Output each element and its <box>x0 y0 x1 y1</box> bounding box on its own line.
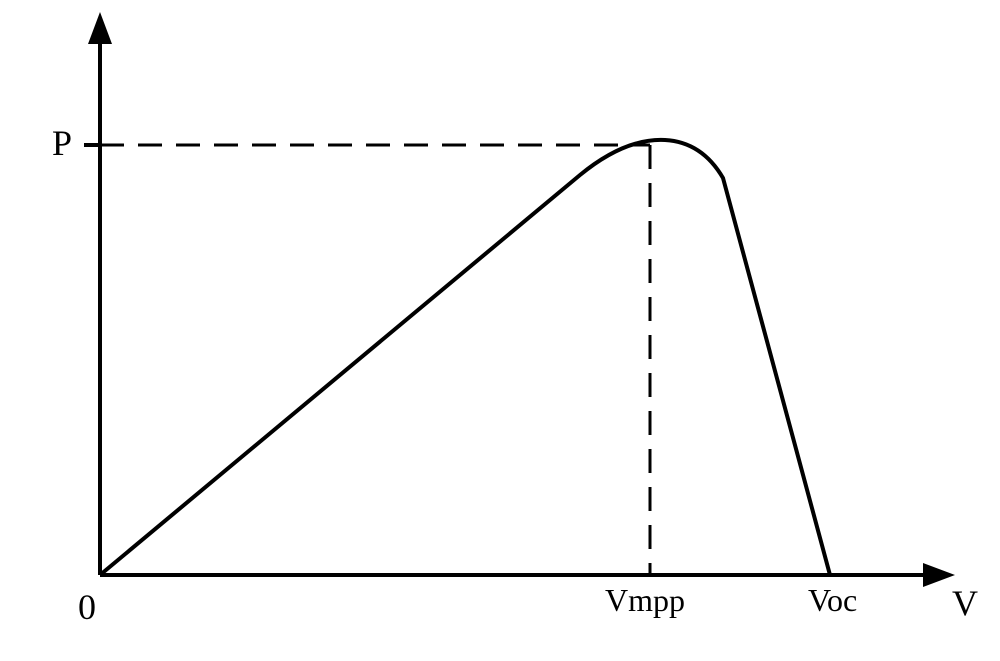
chart-svg <box>0 0 1000 661</box>
vmpp-label: Vmpp <box>605 582 685 619</box>
voc-label: Voc <box>808 582 857 619</box>
origin-label: 0 <box>78 586 96 628</box>
pv-curve <box>100 140 830 575</box>
pv-curve-chart: 0 P Vmpp Voc V <box>0 0 1000 661</box>
p-label: P <box>52 122 72 164</box>
v-axis-label: V <box>952 582 978 624</box>
x-axis-arrow <box>923 563 955 587</box>
y-axis-arrow <box>88 12 112 44</box>
